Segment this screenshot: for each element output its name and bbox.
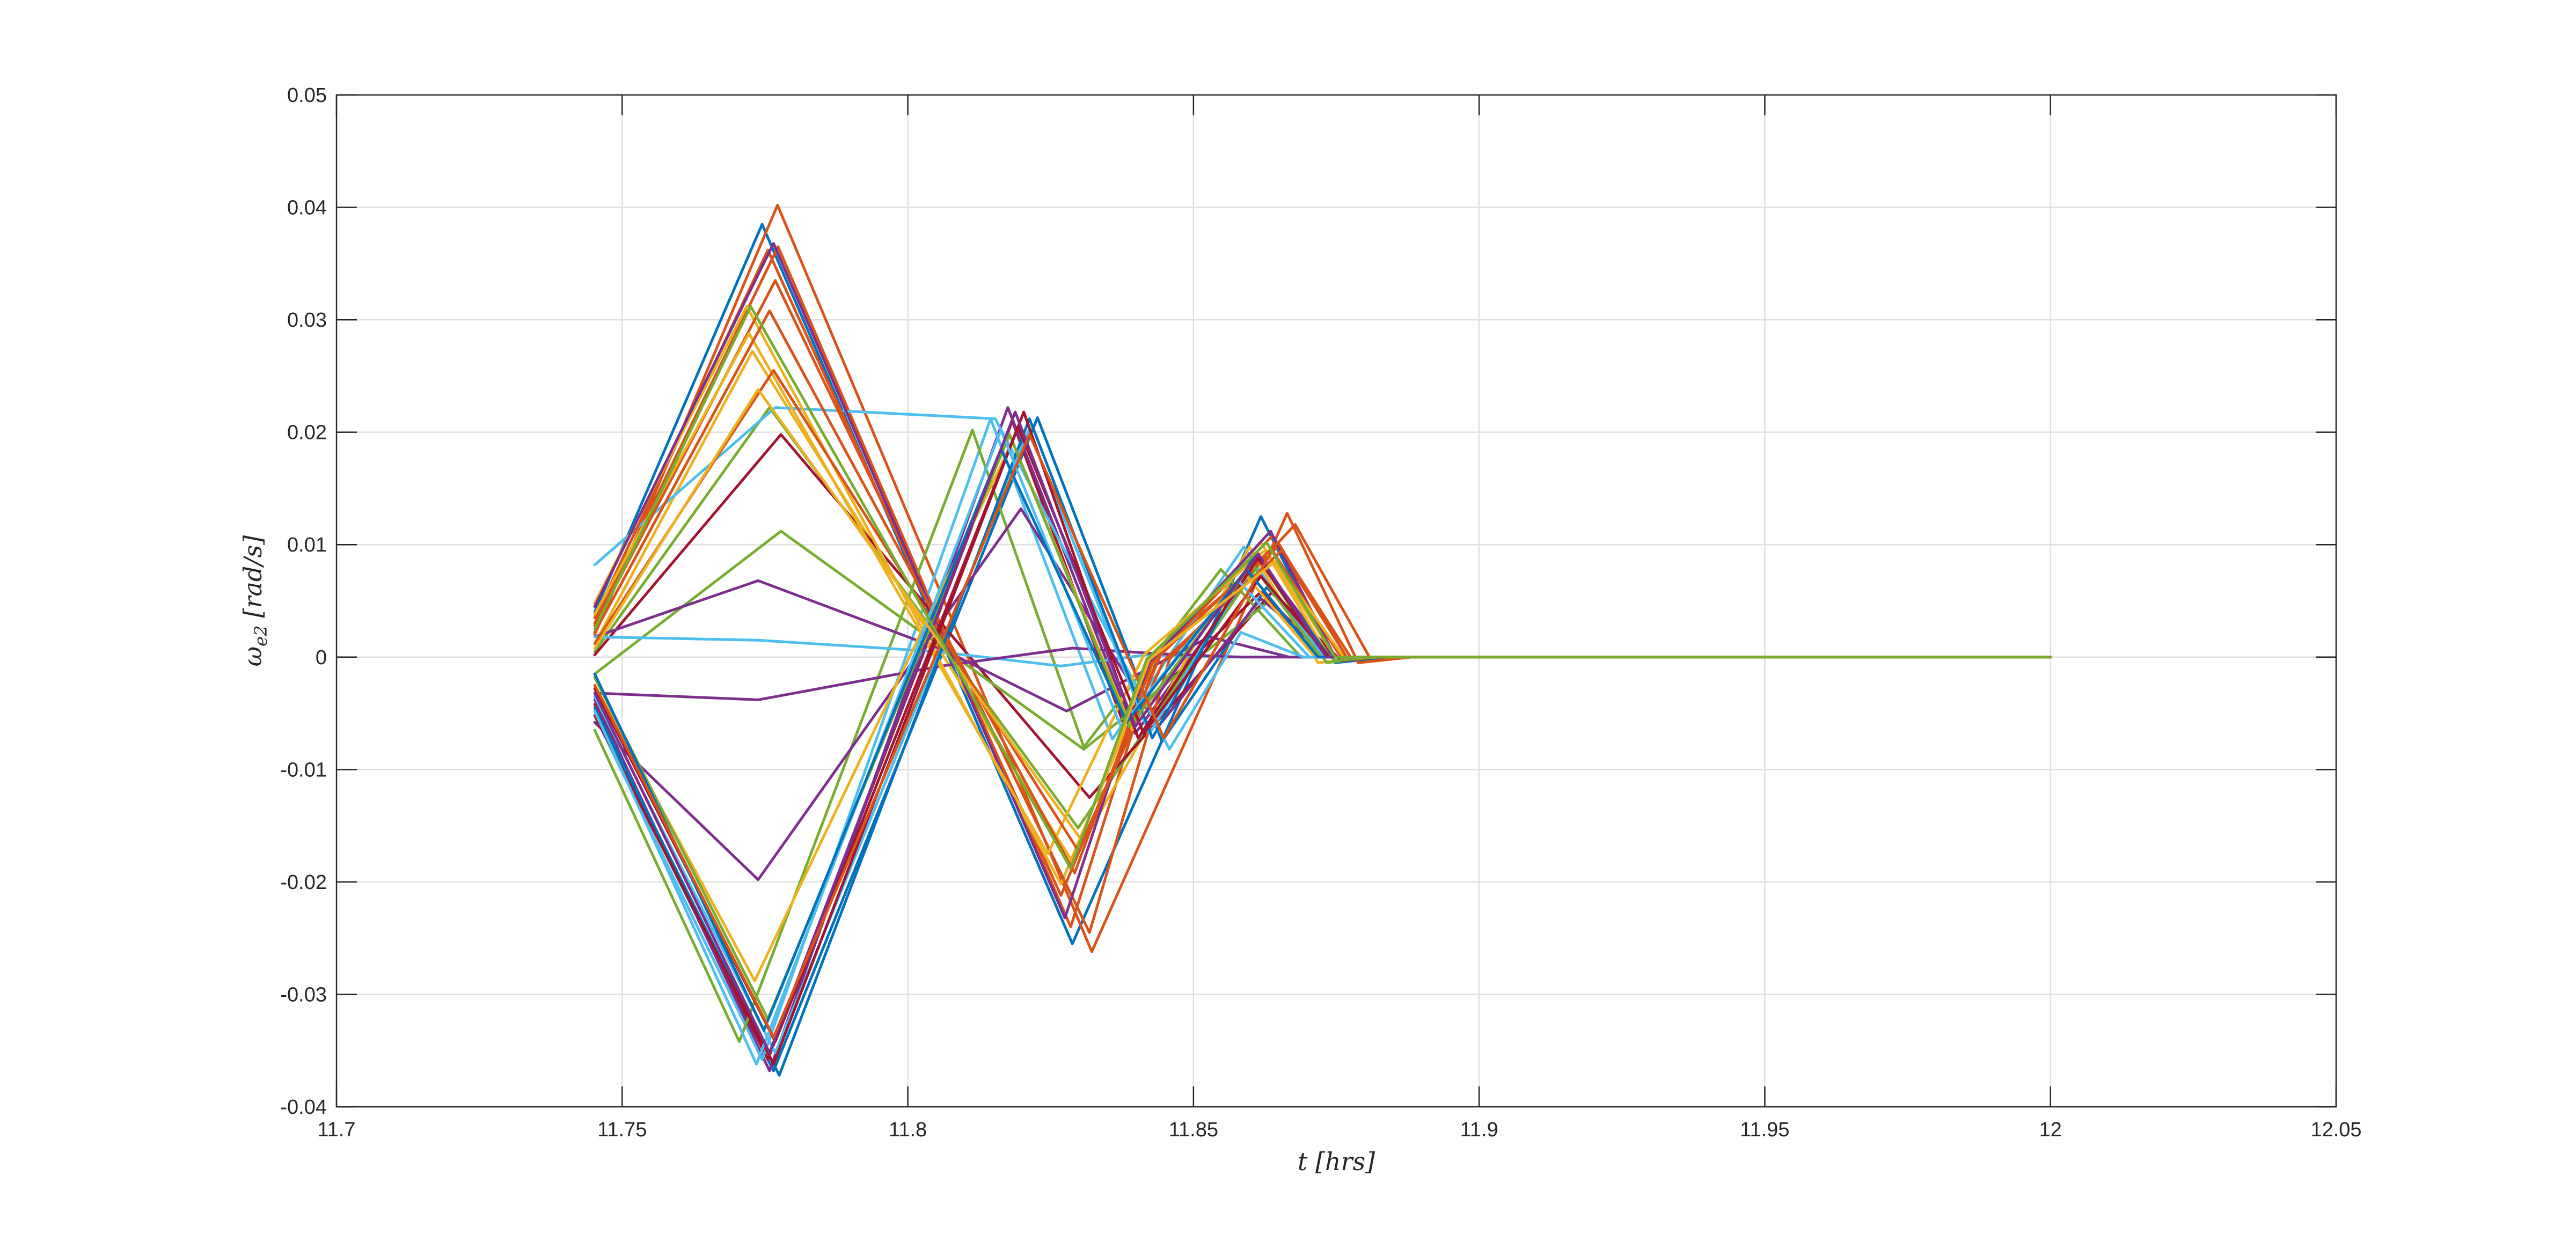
y-tick-label: 0.03 — [287, 309, 327, 332]
plot-area-frame — [335, 94, 2337, 1108]
y-tick-label: 0 — [316, 646, 327, 669]
series-line — [593, 406, 2052, 751]
y-tick-label: 0.02 — [287, 422, 327, 444]
x-tick-label: 12.05 — [2310, 1119, 2361, 1141]
x-tick-label: 11.8 — [889, 1119, 927, 1141]
x-tick-label: 11.85 — [1169, 1119, 1218, 1141]
axis-ticks — [335, 94, 2337, 1108]
x-tick-label: 11.75 — [597, 1119, 647, 1141]
x-tick-label: 11.7 — [317, 1119, 355, 1141]
y-tick-label: 0.04 — [287, 197, 327, 219]
y-tick-label: -0.01 — [280, 759, 327, 781]
series-line — [593, 410, 2052, 1054]
y-axis-label: ωe2 [rad/s] — [238, 535, 271, 667]
y-axis-label-unit: [rad/s] — [238, 535, 267, 618]
y-tick-label: -0.02 — [280, 871, 327, 894]
y-tick-label: 0.01 — [287, 534, 327, 556]
x-tick-label: 11.9 — [1460, 1119, 1498, 1141]
y-tick-label: -0.03 — [280, 983, 327, 1006]
y-axis-label-symbol: ω — [238, 646, 267, 667]
x-tick-label: 12 — [2039, 1119, 2062, 1141]
y-tick-label: -0.04 — [280, 1096, 327, 1119]
y-axis-label-subscript: e2 — [251, 626, 271, 646]
series-line — [593, 305, 2052, 870]
x-axis-tick-labels: 11.7 11.75 11.8 11.85 11.9 11.95 12 12.05 — [317, 1119, 2361, 1141]
x-axis-label: t [hrs] — [1298, 1147, 1375, 1176]
x-tick-label: 11.95 — [1740, 1119, 1789, 1141]
y-tick-label: 0.05 — [287, 84, 327, 107]
y-axis-tick-labels: -0.04 -0.03 -0.02 -0.01 0 0.01 0.02 0.03 0.04 0.0… — [280, 84, 327, 1119]
series-line — [593, 646, 2052, 701]
series-lines — [593, 203, 2052, 1077]
